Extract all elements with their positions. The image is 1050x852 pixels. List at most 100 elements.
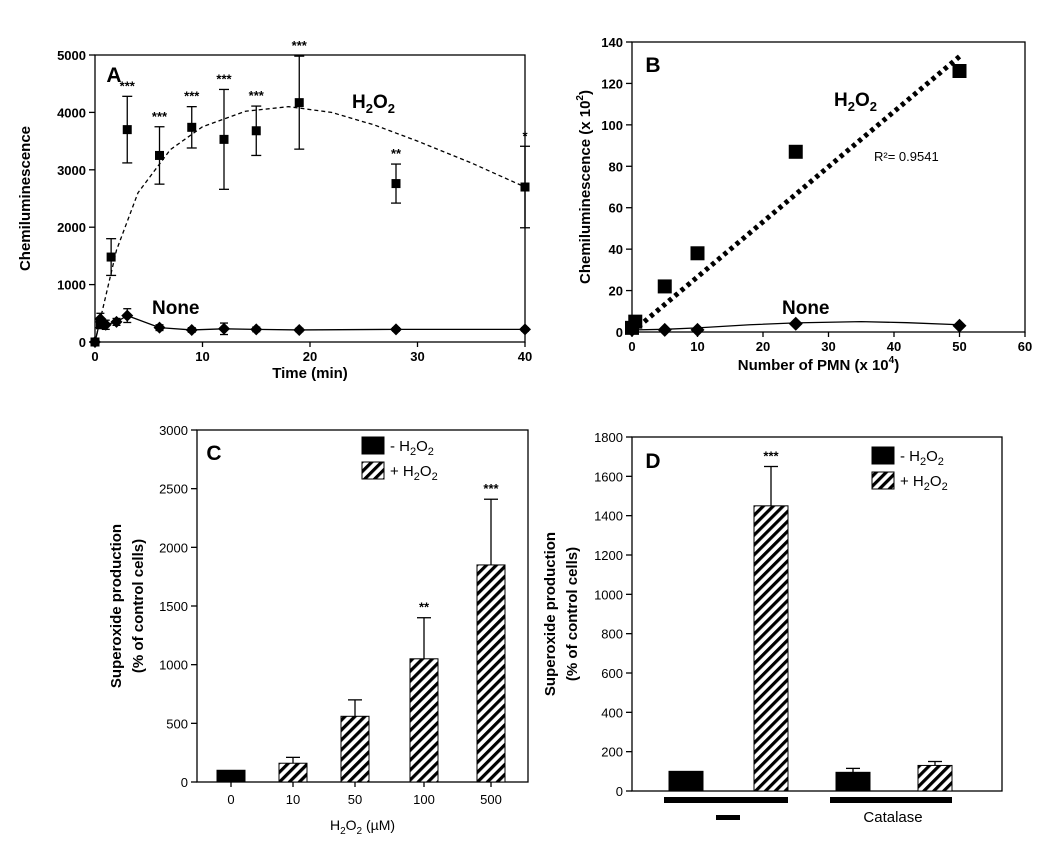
- y-tick-label: 200: [601, 745, 623, 760]
- y-tick-label: 1200: [594, 548, 623, 563]
- c-legend-sign: - H: [390, 438, 410, 455]
- none-point: [952, 318, 967, 333]
- y-axis-label-line2: (% of control cells): [564, 547, 581, 681]
- c-legend-label: + H2O2: [390, 463, 438, 483]
- panel-a: 0 1000 2000 3000 4000 5000 0 10 20 30 40 Time (min)…: [17, 38, 532, 382]
- significance-label: ***: [292, 38, 308, 53]
- d-legend-label: - H2O2: [900, 448, 944, 468]
- group-label: Catalase: [863, 809, 922, 826]
- y-axis-label-main: Chemiluminescence (x 10: [577, 101, 594, 284]
- y-tick-label: 0: [616, 325, 623, 340]
- significance-label: ***: [184, 89, 200, 104]
- h2o2-series-label-o: O: [855, 90, 870, 111]
- x-axis-label-sub: 2: [340, 826, 346, 837]
- group-underline: [830, 797, 952, 803]
- none-point: [121, 309, 134, 322]
- bar: [835, 771, 871, 792]
- r-squared-label: R²= 0.9541: [874, 149, 939, 164]
- y-tick-label: 40: [609, 242, 623, 257]
- bar: [340, 715, 370, 783]
- y-tick-label: 400: [601, 705, 623, 720]
- panel-label: D: [645, 450, 660, 473]
- plot-frame: [631, 436, 1003, 792]
- y-tick-label: 0: [79, 335, 86, 350]
- c-legend-o: O: [416, 438, 428, 455]
- y-tick-label: 1600: [594, 469, 623, 484]
- y-tick-label: 140: [601, 35, 623, 50]
- y-axis-label-end: ): [577, 90, 594, 95]
- x-tick-label: 0: [91, 349, 98, 364]
- d-legend-sub: 2: [920, 456, 926, 468]
- h2o2-point: [294, 98, 304, 108]
- h2o2-series-label-o: O: [373, 92, 388, 113]
- y-tick-label: 60: [609, 201, 623, 216]
- x-axis-label: Number of PMN (x 104): [738, 355, 899, 374]
- c-legend-swatch: [361, 436, 385, 455]
- d-legend-sub: 2: [924, 481, 930, 493]
- h2o2-point: [788, 144, 803, 159]
- c-legend-label: - H2O2: [390, 438, 434, 458]
- d-legend-sign: - H: [900, 448, 920, 465]
- none-point: [390, 323, 402, 336]
- y-axis-label-line1: Superoxide production: [108, 524, 125, 688]
- bar: [917, 764, 953, 792]
- none-point: [788, 316, 803, 331]
- significance-label: **: [419, 600, 430, 615]
- bar: [476, 564, 506, 783]
- x-tick-label: 10: [195, 349, 209, 364]
- panel-d: 0 200 400 600 800 1000 1200 1400 1600 1800 *** Cata…: [542, 430, 1003, 826]
- d-legend-sub2: 2: [942, 481, 948, 493]
- h2o2-point: [122, 125, 132, 135]
- c-legend-sub2: 2: [432, 471, 438, 483]
- none-point: [110, 315, 123, 328]
- c-legend-o: O: [420, 463, 432, 480]
- significance-label: ***: [152, 109, 168, 124]
- y-tick-label: 0: [181, 775, 188, 790]
- y-tick-label: 120: [601, 76, 623, 91]
- none-point: [250, 323, 263, 336]
- x-axis-label-main: Number of PMN (x 10: [738, 357, 889, 374]
- c-legend-sign: + H: [390, 463, 414, 480]
- y-tick-label: 2000: [159, 540, 188, 555]
- h2o2-series-label-sub: 2: [848, 99, 855, 114]
- y-axis-label-line1: Superoxide production: [542, 532, 559, 696]
- panel-c: 0 500 1000 1500 2000 2500 3000 0 10 50 100 ** 500 ***…: [108, 423, 529, 837]
- x-tick-label: 40: [887, 339, 901, 354]
- x-axis-label-sup: 4: [889, 355, 895, 366]
- h2o2-point: [952, 64, 967, 78]
- y-tick-label: 1500: [159, 599, 188, 614]
- bar: [409, 658, 439, 783]
- x-tick-label: 20: [303, 349, 317, 364]
- d-legend-o: O: [930, 473, 942, 490]
- significance-label: ***: [763, 449, 779, 464]
- h2o2-point: [106, 252, 116, 262]
- significance-label: ***: [216, 71, 232, 86]
- h2o2-point: [187, 122, 197, 132]
- c-legend-sub: 2: [414, 471, 420, 483]
- panel-b: 0 20 40 60 80 100 120 140 0 10 20 30 40 50 60 Number of…: [575, 35, 1032, 374]
- x-axis-label: H2O2 (µM): [330, 817, 395, 837]
- h2o2-series-label-sub: 2: [366, 101, 373, 116]
- h2o2-fit-line: [630, 54, 962, 334]
- h2o2-point: [690, 246, 705, 261]
- d-legend-swatch: [871, 471, 895, 490]
- panel-label: A: [106, 64, 121, 87]
- none-point: [153, 321, 166, 334]
- x-tick-label: 500: [480, 792, 502, 807]
- x-tick-label: 0: [227, 792, 234, 807]
- y-tick-label: 4000: [57, 105, 86, 120]
- bar: [278, 762, 308, 783]
- x-axis-label-end: (µM): [362, 817, 395, 833]
- y-tick-label: 600: [601, 666, 623, 681]
- h2o2-series-label: H2O2: [352, 92, 395, 116]
- none-point: [690, 322, 705, 337]
- h2o2-point: [520, 182, 530, 192]
- d-legend-sub2: 2: [938, 456, 944, 468]
- d-legend-o: O: [926, 448, 938, 465]
- c-legend-swatch: [361, 461, 385, 480]
- significance-label: ***: [249, 88, 265, 103]
- x-axis-label-o: O: [346, 817, 357, 833]
- y-axis-label-line2: (% of control cells): [130, 539, 147, 673]
- y-tick-label: 3000: [57, 163, 86, 178]
